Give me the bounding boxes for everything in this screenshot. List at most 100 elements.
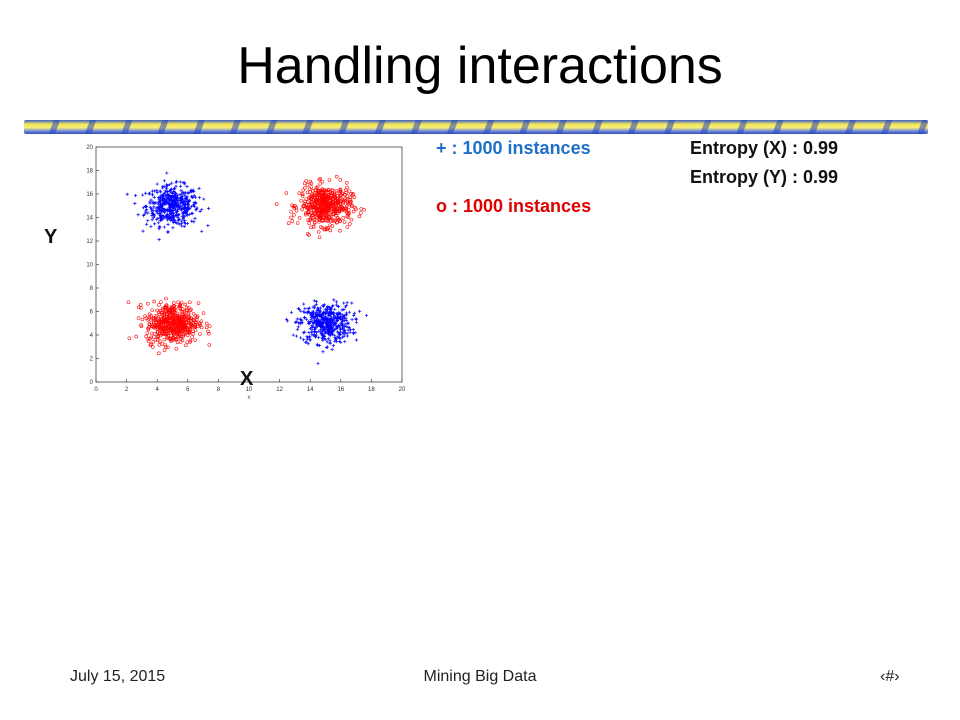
plus-point — [354, 320, 359, 324]
circle-point — [312, 199, 316, 204]
circle-point — [156, 322, 161, 327]
circle-point — [157, 351, 161, 356]
circle-point — [159, 317, 163, 322]
circle-point — [311, 216, 315, 220]
circle-point — [187, 306, 191, 310]
circle-point — [317, 219, 321, 224]
plus-point — [320, 333, 325, 338]
circle-point — [346, 202, 351, 206]
circle-point — [335, 191, 339, 195]
plus-point — [192, 202, 196, 206]
plus-point — [335, 330, 340, 334]
plus-point — [194, 201, 198, 205]
plus-point — [337, 339, 342, 344]
plus-point — [332, 322, 336, 326]
plus-point — [352, 313, 356, 317]
circle-point — [178, 302, 183, 307]
circle-point — [150, 331, 154, 336]
circle-point — [336, 216, 340, 220]
plus-point — [165, 212, 169, 217]
plus-point — [162, 184, 166, 189]
plus-point — [328, 341, 332, 346]
circle-point — [324, 198, 328, 202]
circle-point — [191, 318, 196, 322]
circle-point — [316, 190, 320, 195]
circle-point — [300, 207, 304, 212]
circle-point — [134, 334, 138, 339]
circle-point — [317, 208, 322, 212]
circle-point — [151, 316, 156, 321]
plus-point — [162, 191, 166, 196]
plus-point — [336, 335, 340, 339]
plus-point — [331, 325, 335, 330]
plus-point — [171, 226, 175, 230]
plus-point — [341, 315, 346, 319]
circle-point — [328, 196, 333, 200]
circle-point — [334, 220, 339, 225]
circle-point — [312, 202, 317, 206]
plus-point — [150, 210, 154, 214]
circle-point — [307, 203, 311, 207]
circle-point — [170, 315, 175, 319]
x-tick-label: 14 — [307, 387, 314, 393]
circle-point — [184, 343, 188, 348]
circle-point — [187, 316, 192, 320]
circle-point — [316, 230, 321, 234]
circle-point — [164, 312, 169, 316]
circle-point — [159, 310, 164, 315]
circle-point — [334, 201, 338, 205]
plus-point — [133, 194, 138, 198]
plus-point — [334, 303, 339, 307]
plus-point — [337, 332, 341, 336]
circle-point — [330, 224, 335, 228]
circle-point — [337, 207, 341, 212]
circle-point — [325, 227, 329, 231]
circle-point — [151, 345, 155, 349]
plus-point — [303, 330, 307, 334]
plus-point — [183, 222, 187, 226]
plus-point — [342, 301, 346, 305]
plus-point — [159, 204, 163, 208]
circle-point — [191, 329, 195, 334]
plus-point — [167, 209, 171, 213]
circle-point — [351, 209, 356, 214]
plus-point — [329, 316, 333, 320]
plus-point — [289, 310, 294, 315]
plus-point — [299, 309, 303, 313]
plot-axes — [95, 146, 403, 383]
circle-point — [338, 195, 343, 200]
circle-point — [289, 215, 293, 220]
circle-point — [274, 202, 279, 206]
plus-point — [312, 330, 317, 334]
circle-point — [315, 216, 319, 220]
circle-point — [317, 177, 322, 182]
circle-point — [182, 309, 187, 314]
plus-point — [180, 204, 184, 208]
plus-point — [319, 328, 323, 332]
plus-point — [159, 211, 163, 215]
plus-point — [318, 329, 322, 333]
circle-point — [162, 312, 167, 316]
plus-point — [337, 311, 342, 315]
circle-point — [190, 335, 194, 339]
circle-point — [333, 194, 337, 198]
plus-point — [172, 193, 176, 198]
plus-point — [164, 185, 168, 189]
plus-point — [177, 212, 181, 217]
circle-point — [307, 221, 311, 226]
plus-point — [141, 193, 145, 197]
circle-point — [206, 329, 210, 334]
legend-o-instances: o : 1000 instances — [436, 196, 592, 216]
circle-point — [204, 321, 209, 326]
plus-point — [198, 209, 202, 214]
circle-point — [348, 195, 353, 200]
circle-point — [185, 340, 190, 344]
plus-point — [345, 301, 349, 305]
circle-point — [196, 301, 201, 305]
y-tick-label: 0 — [90, 380, 94, 386]
circle-point — [320, 194, 325, 198]
plus-point — [197, 186, 201, 190]
circle-point — [160, 326, 165, 331]
circle-point — [349, 191, 353, 196]
plus-point — [166, 194, 171, 198]
